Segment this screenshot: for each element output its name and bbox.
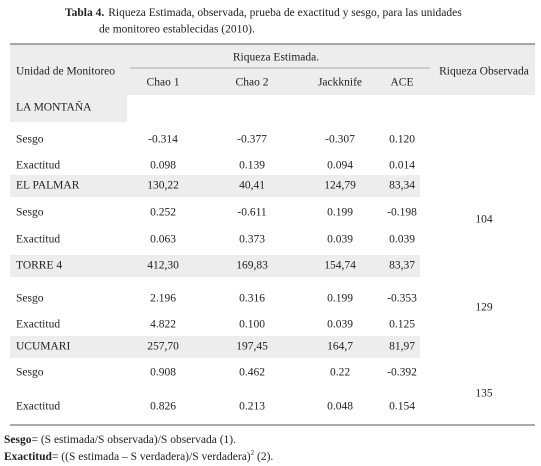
group-band	[10, 255, 420, 277]
row-label: Exactitud	[16, 319, 60, 331]
title: Tabla 4. Riqueza Estimada, observada, pru…	[65, 7, 462, 19]
cell: 124,79	[324, 180, 356, 192]
cell: 0.094	[327, 160, 353, 172]
group-name: TORRE 4	[16, 260, 62, 272]
cell: -0.314	[148, 134, 178, 146]
footnote-text: = ((S estimada – S verdadera)/S verdader…	[52, 451, 251, 463]
cell: 0.014	[389, 160, 415, 172]
cell: -0.611	[237, 207, 267, 219]
cell: -0.198	[387, 207, 417, 219]
footnote-term: Exactitud	[4, 451, 53, 463]
row-label: Exactitud	[16, 234, 60, 246]
cell: -0.307	[325, 134, 355, 146]
cell: 164,7	[327, 341, 353, 353]
group-band	[10, 175, 420, 197]
group-band	[10, 336, 420, 358]
cell: 135	[475, 388, 493, 400]
cell: 0.039	[327, 319, 353, 331]
column-header: Chao 2	[236, 77, 269, 89]
cell: 0.199	[327, 293, 353, 305]
cell: 197,45	[236, 341, 268, 353]
cell: 0.048	[327, 401, 353, 413]
column-header: Unidad de Monitoreo	[16, 66, 115, 78]
cell: -0.377	[237, 134, 267, 146]
cell: 257,70	[147, 341, 179, 353]
group-name: LA MONTAÑA	[16, 100, 92, 114]
cell: 0.120	[389, 134, 415, 146]
cell: 81,97	[389, 341, 415, 353]
cell: 4.822	[150, 319, 176, 331]
title-text: de monitoreo establecidas (2010).	[99, 24, 255, 36]
cell: 0.252	[150, 207, 176, 219]
cell: 0.373	[239, 234, 265, 246]
cell: 83,37	[389, 260, 415, 272]
cell: 40,41	[239, 180, 265, 192]
group-name: EL PALMAR	[16, 180, 80, 192]
cell: 0.22	[330, 367, 350, 379]
row-label: Exactitud	[16, 401, 60, 413]
title-label: Tabla 4.	[65, 7, 104, 19]
cell: 0.039	[389, 234, 415, 246]
cell: 0.125	[389, 319, 415, 331]
cell: -0.353	[387, 293, 417, 305]
cell: 130,22	[147, 180, 179, 192]
cell: 0.100	[239, 319, 265, 331]
title-text: Riqueza Estimada, observada, prueba de e…	[108, 7, 462, 19]
column-header: Riqueza Observada	[439, 66, 529, 78]
group-name: UCUMARI	[16, 341, 70, 353]
footnote-text: (2).	[254, 451, 273, 463]
footnote-term: Sesgo	[4, 434, 32, 446]
cell: 0.213	[239, 401, 265, 413]
cell: 0.462	[239, 367, 265, 379]
column-header: ACE	[391, 77, 414, 89]
cell: 412,30	[147, 260, 179, 272]
column-header: Jackknife	[318, 77, 362, 89]
cell: 2.196	[150, 293, 176, 305]
cell: 104	[475, 214, 493, 226]
cell: 0.826	[150, 401, 176, 413]
footnote-sup: 2	[251, 449, 255, 457]
cell: 0.154	[389, 401, 415, 413]
cell: 154,74	[324, 260, 356, 272]
group-band	[10, 95, 127, 122]
cell: 83,34	[389, 180, 415, 192]
row-label: Sesgo	[16, 293, 44, 305]
row-label: Sesgo	[16, 207, 44, 219]
column-header: Chao 1	[147, 77, 180, 89]
row-label: Sesgo	[16, 367, 44, 379]
cell: 129	[475, 302, 493, 314]
cell: 0.199	[327, 207, 353, 219]
header-band	[10, 44, 535, 95]
cell: -0.392	[387, 367, 417, 379]
footnote: Sesgo= (S estimada/S observada)/S observ…	[4, 434, 236, 446]
row-label: Exactitud	[16, 160, 60, 172]
footnote: Exactitud= ((S estimada – S verdadera)/S…	[4, 449, 273, 463]
cell: 0.139	[239, 160, 265, 172]
footnote-text: = (S estimada/S observada)/S observada (…	[31, 434, 236, 446]
cell: 169,83	[236, 260, 268, 272]
row-label: Sesgo	[16, 134, 44, 146]
column-header: Riqueza Estimada.	[233, 52, 319, 64]
cell: 0.908	[150, 367, 176, 379]
cell: 0.063	[150, 234, 176, 246]
cell: 0.098	[150, 160, 176, 172]
cell: 0.316	[239, 293, 265, 305]
cell: 0.039	[327, 234, 353, 246]
